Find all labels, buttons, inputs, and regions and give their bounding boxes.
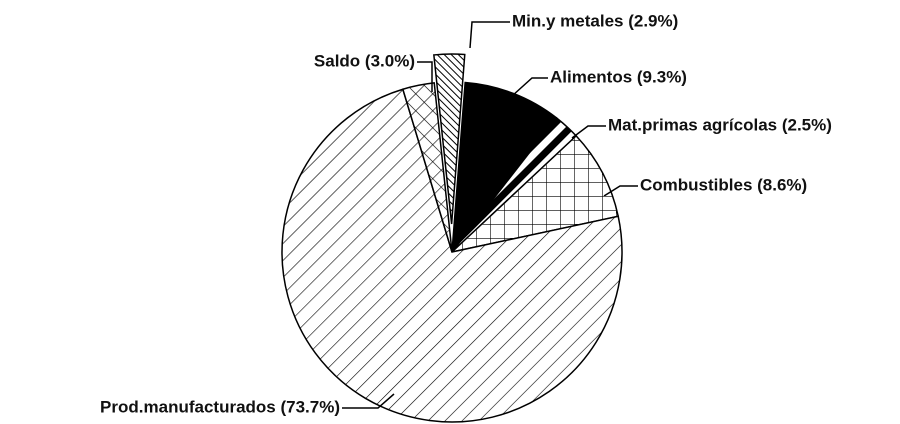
leader-line: [511, 77, 548, 97]
leader-line: [571, 125, 606, 139]
slice-label: Alimentos (9.3%): [550, 67, 687, 86]
pie-slice: [433, 53, 466, 225]
slice-label: Saldo (3.0%): [314, 51, 415, 70]
pie-slice: [449, 134, 620, 254]
leader-line: [417, 61, 433, 92]
pie-slice: [281, 88, 623, 423]
slice-label: Prod.manufacturados (73.7%): [100, 397, 340, 416]
slice-label: Mat.primas agrícolas (2.5%): [608, 115, 832, 134]
leader-line: [469, 21, 510, 49]
leader-line: [603, 185, 638, 197]
slice-label: Min.y metales (2.9%): [512, 11, 678, 30]
pie-slice: [451, 81, 558, 255]
slice-label: Combustibles (8.6%): [640, 175, 807, 194]
pie-slice: [401, 82, 453, 253]
leader-line: [342, 393, 395, 409]
